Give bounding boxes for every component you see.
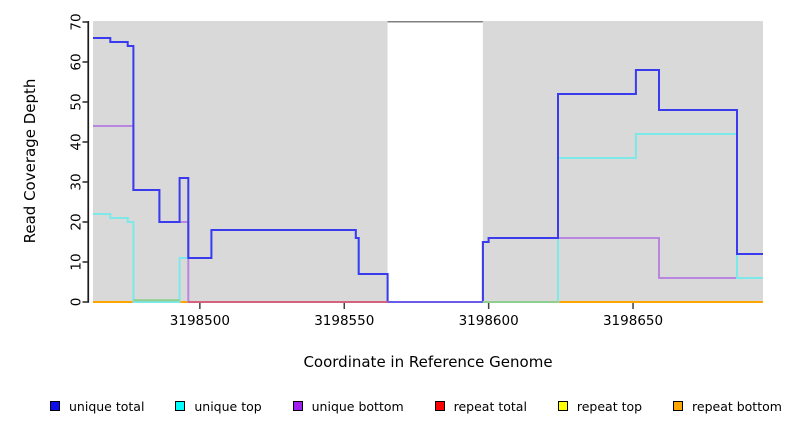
legend-label: repeat total: [453, 398, 527, 414]
y-tick-label: 70: [69, 13, 85, 30]
legend-item-repeat-total: repeat total: [434, 398, 527, 414]
legend-swatch-icon: [557, 401, 568, 411]
gap-region: [387, 21, 483, 302]
series-unique-total: [93, 37, 763, 303]
y-tick-label: 50: [69, 93, 85, 110]
legend: unique total unique top unique bottom repea…: [50, 396, 782, 416]
legend-swatch-icon: [175, 401, 186, 411]
y-axis-title: Read Coverage Depth: [21, 79, 39, 244]
legend-item-unique-total: unique total: [50, 399, 144, 414]
x-axis-title: Coordinate in Reference Genome: [303, 353, 552, 371]
x-tick-label: 3198600: [459, 313, 519, 329]
legend-label: unique top: [194, 398, 262, 414]
legend-swatch-icon: [50, 401, 60, 411]
legend-swatch-icon: [434, 401, 445, 411]
x-tick-label: 3198500: [170, 313, 230, 329]
legend-item-repeat-top: repeat top: [557, 398, 643, 414]
x-tick-label: 3198650: [603, 313, 663, 329]
legend-swatch-icon: [292, 401, 303, 411]
legend-item-unique-top: unique top: [175, 398, 262, 414]
y-tick-label: 40: [69, 133, 85, 150]
legend-label: unique bottom: [311, 398, 404, 414]
y-tick-label: 0: [69, 298, 85, 307]
x-tick-label: 3198550: [314, 313, 374, 329]
legend-label: unique total: [69, 398, 145, 414]
y-tick-label: 30: [69, 173, 85, 190]
legend-label: repeat top: [576, 398, 643, 414]
legend-label: repeat bottom: [692, 398, 782, 414]
y-tick-label: 20: [69, 213, 85, 230]
legend-swatch-icon: [673, 401, 684, 411]
y-tick-label: 10: [69, 253, 85, 270]
y-tick-label: 60: [69, 53, 85, 70]
legend-item-unique-bottom: unique bottom: [292, 398, 404, 414]
legend-item-repeat-bottom: repeat bottom: [673, 399, 782, 414]
